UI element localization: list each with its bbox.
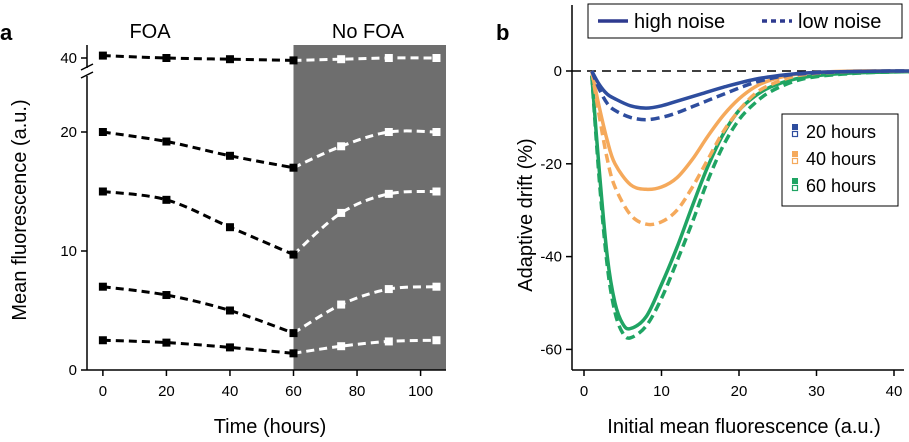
panel-b-x-tick-label: 20 (731, 383, 748, 400)
panel-a-data-point (337, 142, 346, 151)
panel-a-data-point (162, 338, 171, 347)
panel-a-data-point (384, 337, 393, 346)
time-legend-marker-open (791, 130, 799, 138)
panel-a-data-point (289, 163, 298, 172)
high-noise-curve (590, 69, 909, 110)
panel-a-series-line-no-foa (293, 338, 437, 355)
panel-a-series-line-no-foa (293, 56, 437, 62)
panel-label-b: b (496, 20, 509, 45)
panel-b-legend: high noise low noise 20 hours 40 hours 60 ho… (587, 3, 903, 207)
panel-a-data-point (432, 128, 441, 136)
panel-a-data-point (162, 137, 171, 146)
panel-a-data-point (162, 291, 171, 300)
time-legend-marker-filled (792, 124, 798, 130)
panel-b-y-axis-label: Adaptive drift (%) (515, 138, 537, 291)
panel-a-data-point (384, 128, 393, 136)
panel-a-y-tick-label: 0 (69, 362, 77, 379)
panel-b-curves (590, 69, 909, 340)
panel-a-data-point (384, 189, 393, 198)
foa-region-label: FOA (129, 21, 171, 43)
panel-a-data-point (225, 306, 234, 315)
panel-a-series-line-no-foa (292, 285, 437, 335)
panel-a-data-point (98, 51, 107, 60)
panel-a-data-point (98, 187, 107, 196)
panel-a-data-point (289, 349, 298, 358)
time-legend-label: 40 hours (806, 149, 876, 169)
panel-a-data-point (432, 54, 441, 62)
panel-b-axes: 0 10 20 30 40 0 -20 -40 -60 (540, 5, 904, 400)
panel-a-y-tick-label: 40 (60, 50, 77, 67)
panel-a-x-tick-label: 20 (158, 383, 175, 400)
panel-b-y-tick-label: -20 (540, 156, 562, 173)
noise-legend-box (587, 3, 903, 39)
panel-a-data-point (225, 343, 234, 352)
panel-a-series-line-foa (102, 190, 295, 256)
low-noise-curve (590, 69, 909, 122)
panel-a-data-point (162, 195, 171, 204)
panel-a-axis-break-mark (80, 63, 94, 71)
panel-a-data-point (225, 55, 234, 64)
panel-b-y-tick-label: -60 (540, 341, 562, 358)
panel-a-data-point (384, 54, 393, 62)
panel-a-data-point (337, 208, 346, 217)
time-legend-marker-filled (792, 151, 798, 157)
panel-a-data-point (289, 250, 298, 259)
panel-b-x-tick-label: 10 (653, 383, 670, 400)
panel-a-data-point (289, 56, 298, 65)
panel-a-x-axis-label: Time (hours) (214, 416, 327, 438)
no-foa-region-label: No FOA (332, 21, 405, 43)
panel-a-x-tick-label: 0 (99, 383, 107, 400)
time-legend-marker-filled (792, 178, 798, 184)
panel-b-x-tick-label: 30 (808, 383, 825, 400)
high-noise-legend-label: high noise (634, 11, 725, 33)
panel-a-lines (102, 54, 437, 355)
panel-a-x-tick-label: 100 (408, 383, 433, 400)
time-legend-box (781, 113, 899, 207)
low-noise-legend-label: low noise (798, 11, 881, 33)
panel-a-data-point (289, 329, 298, 338)
panel-a-chart: 0 20 40 60 80 100 0 10 20 40 FOA No FOA Time (hou… (9, 21, 446, 438)
panel-a-y-axis-label: Mean fluorescence (a.u.) (9, 99, 31, 320)
panel-a-data-point (432, 336, 441, 345)
panel-a-series-line-foa (102, 338, 294, 355)
panel-a-x-tick-label: 60 (285, 383, 302, 400)
panel-a-series-line-foa (102, 130, 294, 170)
panel-a-data-point (162, 54, 171, 62)
panel-b-chart: 0 10 20 30 40 0 -20 -40 -60 high noise low noise 2… (515, 3, 909, 438)
panel-a-y-tick-label: 20 (60, 124, 77, 141)
panel-a-data-point (337, 342, 346, 351)
panel-a-axes: 0 20 40 60 80 100 0 10 20 40 (60, 45, 446, 400)
panel-a-x-tick-label: 40 (222, 383, 239, 400)
panel-a-data-point (337, 55, 346, 64)
time-legend-marker-open (791, 184, 799, 192)
panel-a-markers (98, 51, 441, 358)
panel-a-data-point (432, 282, 441, 291)
panel-b-x-axis-label: Initial mean fluorescence (a.u.) (607, 416, 880, 438)
panel-a-data-point (225, 223, 234, 232)
panel-b-x-tick-label: 0 (580, 383, 588, 400)
panel-a-data-point (337, 300, 346, 309)
panel-a-series-line-foa (102, 285, 295, 335)
time-legend-label: 60 hours (806, 176, 876, 196)
panel-a-data-point (98, 282, 107, 291)
time-legend-marker-open (791, 157, 799, 165)
panel-b-y-tick-label: 0 (554, 63, 562, 80)
panel-a-series-line-foa (102, 54, 294, 62)
panel-label-a: a (0, 20, 13, 45)
panel-a-data-point (384, 285, 393, 294)
panel-a-series-line-no-foa (292, 189, 437, 256)
panel-a-y-tick-label: 10 (60, 243, 77, 260)
panel-b-y-tick-label: -40 (540, 249, 562, 266)
panel-b-x-tick-label: 40 (886, 383, 903, 400)
panel-a-data-point (98, 128, 107, 136)
time-legend-label: 20 hours (806, 122, 876, 142)
panel-a-data-point (432, 187, 441, 196)
panel-a-axis-break-mark (80, 71, 94, 79)
panel-a-x-tick-label: 80 (349, 383, 366, 400)
panel-a-data-point (98, 336, 107, 345)
high-noise-curve (590, 69, 909, 331)
no-foa-shaded-region (293, 45, 446, 370)
panel-a-data-point (225, 151, 234, 160)
